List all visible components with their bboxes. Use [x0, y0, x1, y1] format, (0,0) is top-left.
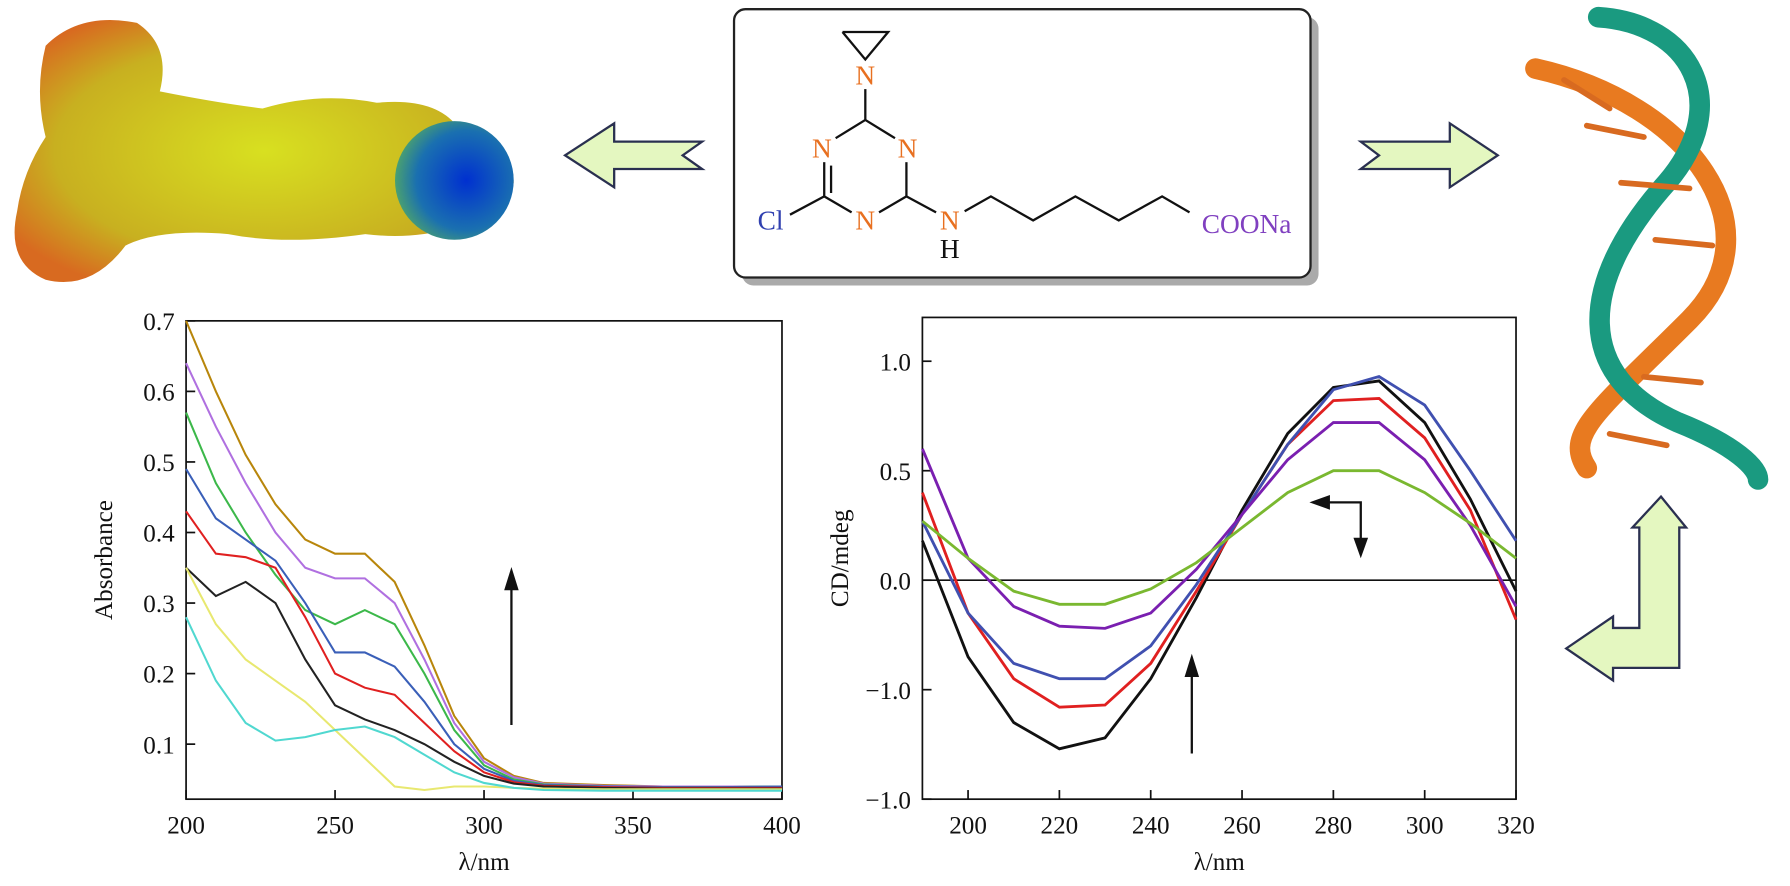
y-tick-label: 0.6: [143, 380, 174, 407]
x-axis-label: λ/nm: [1194, 849, 1246, 876]
atom-label: N: [898, 134, 918, 164]
data-line: [185, 616, 782, 792]
x-tick-label: 200: [167, 812, 205, 839]
y-tick-label: 0.5: [880, 459, 911, 486]
y-tick-label: 1.0: [880, 349, 911, 376]
data-line: [185, 320, 782, 788]
y-tick-label: 0.3: [143, 591, 174, 618]
y-tick-label: 0.1: [143, 732, 174, 759]
x-tick-label: 350: [614, 812, 652, 839]
atom-label: H: [940, 234, 960, 264]
data-line: [185, 412, 782, 789]
atom-label: N: [940, 206, 960, 236]
y-axis-label: CD/mdeg: [827, 509, 854, 607]
y-tick-label: −1.0: [865, 678, 911, 705]
data-line: [185, 567, 782, 792]
data-line: [921, 469, 1517, 606]
x-tick-label: 220: [1041, 812, 1079, 839]
atom-label: COONa: [1202, 209, 1292, 239]
data-line: [921, 396, 1518, 709]
data-line: [185, 567, 782, 790]
y-tick-label: 0.5: [143, 450, 174, 477]
x-tick-label: 400: [763, 812, 801, 839]
x-tick-label: 200: [949, 812, 987, 839]
charts: 200 250 300 350 400 0.1 0.2 0.3 0.4 0.5 0.6 0.7 λ/nm…: [91, 309, 1535, 876]
data-line: [185, 510, 782, 789]
data-line: [921, 421, 1518, 630]
data-line: [921, 379, 1518, 751]
molecule-surface: [14, 20, 514, 283]
x-tick-label: 280: [1315, 812, 1353, 839]
y-tick-label: 0.0: [880, 568, 911, 595]
x-tick-label: 300: [465, 812, 503, 839]
atom-label: N: [855, 61, 875, 91]
atom-label: Cl: [758, 206, 784, 236]
atom-label: N: [855, 206, 875, 236]
x-tick-label: 300: [1406, 812, 1444, 839]
y-tick-label: 0.4: [143, 521, 175, 548]
x-tick-label: 320: [1497, 812, 1535, 839]
y-tick-label: 0.7: [143, 309, 174, 336]
structure-box: N N N N N Cl COONa H: [732, 8, 1319, 286]
y-axis-label: Absorbance: [91, 500, 118, 620]
data-line: [921, 375, 1518, 681]
x-axis-label: λ/nm: [458, 849, 510, 876]
x-tick-label: 260: [1223, 812, 1261, 839]
x-tick-label: 250: [316, 812, 354, 839]
atom-label: N: [812, 134, 832, 164]
y-tick-label: −1.0: [865, 787, 911, 814]
dna-helix: [1525, 6, 1769, 490]
x-tick-label: 240: [1132, 812, 1170, 839]
y-tick-label: 0.2: [143, 662, 174, 689]
plot-frame: [921, 316, 1517, 801]
annotation-arrows: [504, 495, 1369, 754]
flow-arrows: [562, 121, 1689, 683]
